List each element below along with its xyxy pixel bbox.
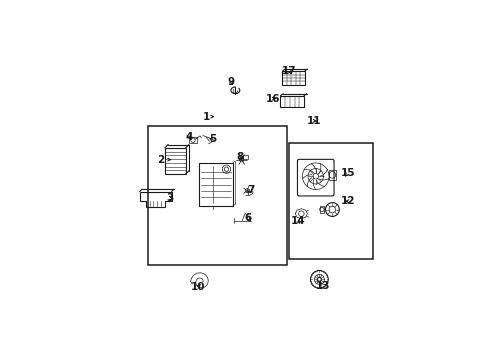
Text: 3: 3: [166, 193, 174, 203]
Bar: [289, 143, 372, 260]
Text: 11: 11: [306, 116, 321, 126]
Bar: [188, 137, 197, 143]
Bar: [148, 126, 286, 265]
Text: 10: 10: [190, 282, 205, 292]
Text: 17: 17: [282, 66, 296, 76]
Bar: [319, 207, 324, 212]
Bar: [282, 71, 304, 85]
Text: 13: 13: [315, 281, 329, 291]
Text: 15: 15: [340, 168, 354, 179]
Text: 4: 4: [185, 132, 193, 143]
Text: 6: 6: [244, 213, 251, 223]
Text: 14: 14: [290, 216, 305, 226]
Text: 5: 5: [209, 134, 216, 144]
Text: 16: 16: [265, 94, 280, 104]
Text: 2: 2: [157, 155, 170, 165]
Text: 1: 1: [202, 112, 213, 122]
Text: 12: 12: [340, 196, 354, 206]
Bar: [164, 148, 185, 174]
Bar: [328, 170, 335, 180]
Bar: [243, 156, 248, 159]
Text: 9: 9: [227, 77, 234, 87]
Text: 7: 7: [246, 185, 254, 195]
Bar: [280, 96, 304, 107]
Bar: [199, 163, 232, 206]
Text: 8: 8: [235, 152, 243, 162]
